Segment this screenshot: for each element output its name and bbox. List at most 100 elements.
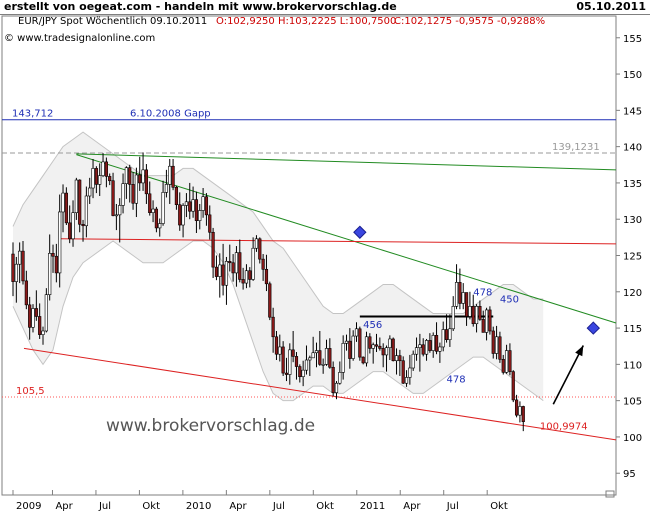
candle (318, 330, 322, 366)
candle (381, 343, 385, 368)
x-tick-label: Jul (272, 501, 285, 512)
credit-text: erstellt von oegeat.com - handeln mit ww… (4, 0, 397, 13)
candle (174, 185, 179, 210)
candle (74, 177, 78, 220)
candle (514, 394, 519, 418)
candle (464, 292, 469, 326)
x-tick-label: Okt (316, 501, 334, 512)
candle (231, 254, 235, 282)
x-tick-label: 2011 (360, 501, 385, 512)
x-tick-label: Okt (490, 501, 508, 512)
candle-body (184, 201, 189, 206)
candle-body (521, 406, 525, 422)
candle-body (34, 308, 38, 317)
candle (478, 300, 482, 321)
level-lines: 143,712 6.10.2008 Gapp 139,1231 105,5 (2, 109, 616, 398)
candle-body (198, 210, 202, 221)
candle (368, 333, 372, 354)
candle-body (294, 356, 299, 367)
candle-body (64, 192, 68, 224)
candle (271, 307, 275, 353)
candle (54, 243, 58, 283)
candle-body (98, 175, 102, 185)
candle-body (278, 346, 282, 355)
candle (114, 203, 118, 231)
candle-body (451, 306, 455, 330)
candle-body (244, 270, 249, 284)
candle-body (361, 356, 365, 364)
candle (78, 179, 82, 233)
candle (68, 205, 72, 244)
candle-body (494, 336, 499, 354)
candle-body (121, 183, 125, 206)
candle-body (238, 252, 242, 280)
gap-value-label: 143,712 (12, 109, 53, 120)
legend-date: 09.10.2011 (150, 16, 207, 27)
candle-body (398, 355, 402, 362)
candle-body (118, 205, 122, 216)
candle (511, 370, 515, 403)
candle-body (214, 266, 219, 277)
candle-body (464, 292, 469, 317)
candle-body (248, 270, 252, 280)
candle (154, 206, 159, 233)
candle-body (41, 330, 45, 335)
candle (348, 328, 352, 369)
candle (211, 227, 215, 278)
candle (228, 244, 232, 272)
candle (358, 326, 362, 361)
candle (81, 219, 85, 242)
candle (468, 291, 472, 320)
candle-body (108, 176, 112, 182)
candle-body (501, 358, 505, 373)
candle-body (458, 282, 462, 304)
bollinger-upper (12, 131, 544, 315)
watermark: www.brokervorschlag.de (106, 416, 315, 436)
candle-body (68, 222, 72, 240)
candle (498, 331, 502, 363)
candle (28, 296, 32, 340)
candle (168, 158, 172, 204)
candle-body (261, 258, 265, 270)
candle-body (264, 268, 269, 285)
candle (458, 268, 462, 310)
candle-body (378, 345, 382, 349)
candle-body (114, 214, 118, 217)
candle (204, 193, 209, 226)
candle-body (141, 169, 145, 184)
candle (254, 235, 259, 252)
candle-body (48, 253, 52, 295)
candle (384, 345, 389, 372)
candle (284, 357, 289, 382)
candle-body (38, 316, 42, 335)
y-tick-label: 140 (623, 143, 642, 154)
y-tick-label: 110 (623, 360, 642, 371)
candle-body (491, 330, 495, 354)
candle-body (28, 304, 32, 328)
candle (181, 203, 185, 238)
candle-body (194, 199, 199, 221)
candle-body (324, 348, 329, 365)
flat-top-line (76, 153, 617, 171)
candle (188, 182, 192, 220)
annotation-label: 100,9974 (540, 422, 588, 433)
annotation-label: 478 (447, 375, 466, 386)
candle (298, 364, 302, 383)
candle (151, 200, 155, 223)
candle-body (201, 196, 205, 211)
candle-body (448, 328, 452, 340)
candle (291, 330, 295, 363)
candle (421, 338, 425, 357)
candle (454, 264, 459, 310)
gap-note-label: 6.10.2008 Gapp (130, 109, 211, 120)
candle (64, 187, 68, 226)
candle-body (484, 309, 489, 333)
candle-body (291, 349, 295, 357)
candle-body (474, 306, 479, 325)
candle (444, 314, 449, 343)
annotation-label: 456 (363, 320, 382, 331)
annotations: 456 478 478 450 100,9974 (353, 225, 600, 433)
candle (438, 342, 442, 363)
candle-body (368, 336, 372, 349)
